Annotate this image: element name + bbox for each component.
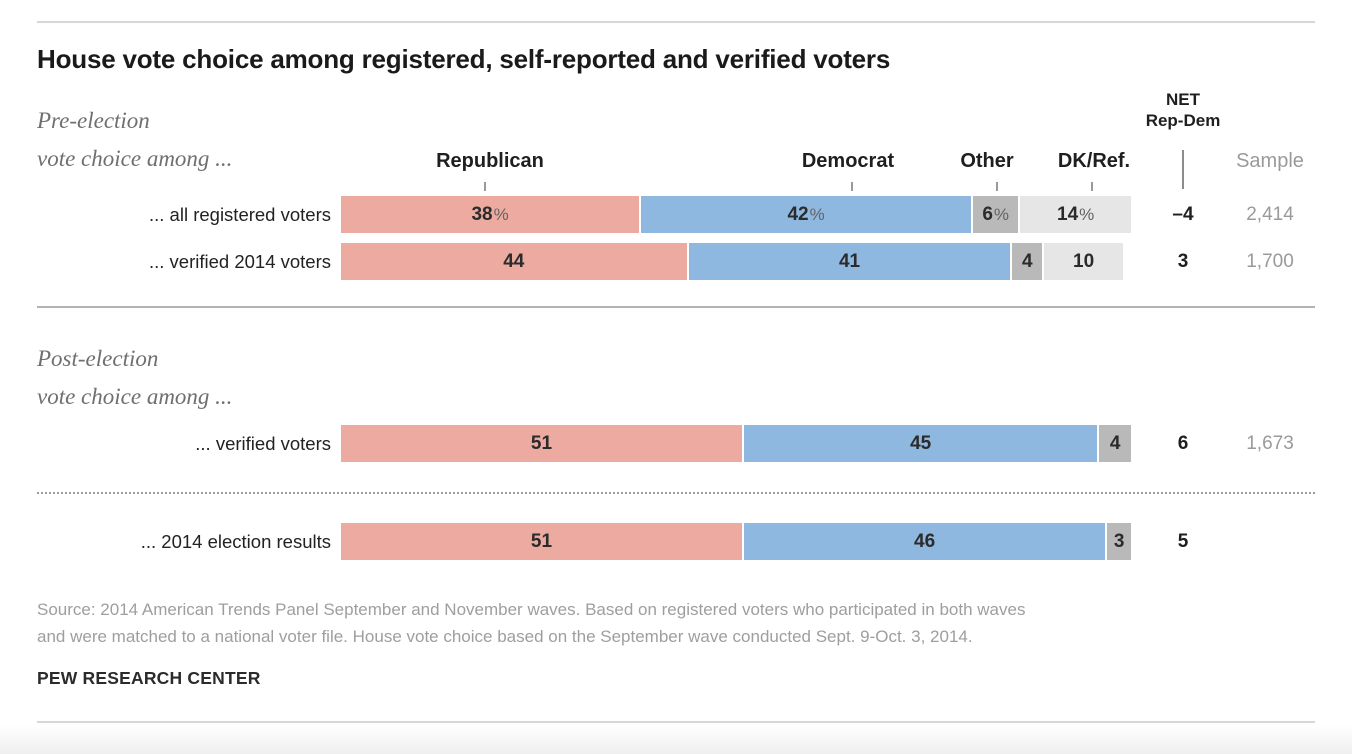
brand-label: PEW RESEARCH CENTER xyxy=(37,668,261,688)
row-label-all-registered-voters: ... all registered voters xyxy=(149,204,331,225)
column-tick-democrat xyxy=(851,182,853,191)
bar-row-all-registered-voters: 38% 42% 6% 14% xyxy=(341,196,1131,233)
net-value: 3 xyxy=(1177,251,1189,272)
bar-value-label: 6 xyxy=(982,203,993,225)
source-line1: Source: 2014 American Trends Panel Septe… xyxy=(37,600,1026,619)
column-tick-republican xyxy=(484,182,486,191)
row-label-verified-2014-voters: ... verified 2014 voters xyxy=(148,251,331,272)
bar-value-percent-sign: % xyxy=(493,204,509,224)
bar-segment-other: 4 xyxy=(1099,425,1131,462)
col-header-net-line2: Rep-Dem xyxy=(1145,111,1221,130)
bottom-rule xyxy=(37,721,1315,723)
bar-value-label: 4 xyxy=(1109,432,1121,454)
bar-value-percent-sign: % xyxy=(1079,204,1095,224)
section-label-pre-line1: Pre-election xyxy=(37,108,150,133)
page-title: House vote choice among registered, self… xyxy=(37,44,891,74)
section-label-pre: Pre-election vote choice among ... xyxy=(37,102,232,178)
source-note: Source: 2014 American Trends Panel Septe… xyxy=(37,596,1025,650)
sample-value: 2,414 xyxy=(1246,204,1294,225)
bar-segment-democrat: 45 xyxy=(743,425,1100,462)
bar-value-label: 42 xyxy=(787,203,809,225)
col-header-net: NET Rep-Dem xyxy=(1123,89,1243,131)
dotted-divider xyxy=(37,492,1315,494)
bar-value-label: 10 xyxy=(1073,250,1095,272)
bar-segment-republican: 51 xyxy=(341,425,744,462)
net-value: 5 xyxy=(1177,531,1189,552)
bar-row-verified-voters: 51 45 4 xyxy=(341,425,1131,462)
bar-value-label: 38 xyxy=(471,203,493,225)
section-label-post: Post-election vote choice among ... xyxy=(37,340,232,416)
bar-value-label: 46 xyxy=(914,530,936,552)
bar-segment-other: 3 xyxy=(1107,523,1131,560)
bar-segment-dkref: 10 xyxy=(1044,243,1124,280)
section-label-post-line1: Post-election xyxy=(37,346,159,371)
source-line2: and were matched to a national voter fil… xyxy=(37,627,973,646)
row-label-2014-election-results: ... 2014 election results xyxy=(140,531,331,552)
column-tick-other xyxy=(996,182,998,191)
col-header-republican: Republican xyxy=(436,150,544,172)
bar-row-verified-2014-voters: 44 41 4 10 xyxy=(341,243,1124,280)
column-tick-dkref xyxy=(1091,182,1093,191)
net-divider-line xyxy=(1182,150,1184,189)
col-header-democrat: Democrat xyxy=(801,150,895,172)
bar-segment-democrat: 41 xyxy=(688,243,1013,280)
net-value: 6 xyxy=(1177,433,1189,454)
bar-segment-democrat: 46 xyxy=(743,523,1108,560)
sample-value: 1,700 xyxy=(1246,251,1294,272)
net-value: –4 xyxy=(1172,204,1194,225)
bar-value-label: 44 xyxy=(503,250,525,272)
row-label-verified-voters: ... verified voters xyxy=(195,433,331,454)
bar-segment-republican: 44 xyxy=(341,243,689,280)
sample-value: 1,673 xyxy=(1246,433,1294,454)
bar-segment-other: 6% xyxy=(972,196,1021,233)
bar-row-2014-election-results: 51 46 3 xyxy=(341,523,1131,560)
bar-value-label: 41 xyxy=(838,250,861,272)
col-header-dkref: DK/Ref. xyxy=(1057,150,1131,172)
bar-value-label: 45 xyxy=(910,432,932,454)
bar-segment-other: 4 xyxy=(1012,243,1045,280)
section-divider xyxy=(37,306,1315,308)
section-label-pre-line2: vote choice among ... xyxy=(37,146,233,171)
bar-value-label: 4 xyxy=(1021,250,1033,272)
col-header-sample: Sample xyxy=(1236,150,1304,172)
section-label-post-line2: vote choice among ... xyxy=(37,384,233,409)
bar-value-percent-sign: % xyxy=(809,204,825,224)
col-header-other: Other xyxy=(960,150,1014,172)
bar-value-percent-sign: % xyxy=(993,204,1010,224)
bar-segment-democrat: 42% xyxy=(641,196,973,233)
col-header-net-line1: NET xyxy=(1166,90,1200,109)
bar-value-label: 51 xyxy=(530,432,553,454)
bar-value-label: 3 xyxy=(1113,530,1125,552)
bar-segment-dkref: 14% xyxy=(1020,196,1131,233)
bar-value-label: 14 xyxy=(1057,203,1079,225)
bar-value-label: 51 xyxy=(530,530,553,552)
bar-segment-republican: 38% xyxy=(341,196,642,233)
bottom-strip xyxy=(0,724,1352,754)
top-rule xyxy=(37,21,1315,23)
bar-segment-republican: 51 xyxy=(341,523,744,560)
